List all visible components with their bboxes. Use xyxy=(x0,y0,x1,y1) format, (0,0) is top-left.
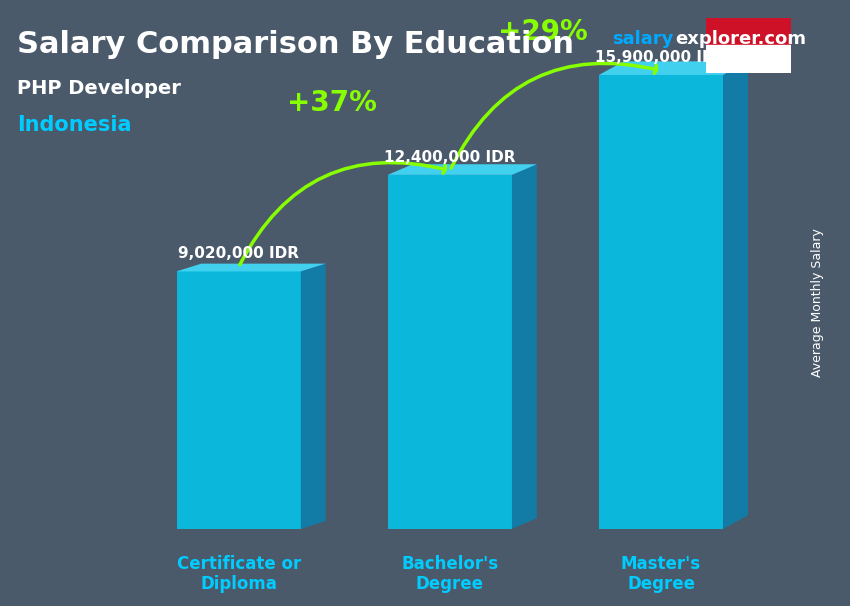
Text: 9,020,000 IDR: 9,020,000 IDR xyxy=(178,247,299,261)
Polygon shape xyxy=(177,264,326,271)
Polygon shape xyxy=(599,75,723,529)
Polygon shape xyxy=(301,264,326,529)
Text: PHP Developer: PHP Developer xyxy=(17,79,181,98)
Text: Salary Comparison By Education: Salary Comparison By Education xyxy=(17,30,574,59)
Text: +29%: +29% xyxy=(498,18,588,46)
Text: salary: salary xyxy=(612,30,673,48)
Polygon shape xyxy=(388,164,537,175)
Text: Certificate or
Diploma: Certificate or Diploma xyxy=(177,554,301,593)
Text: Average Monthly Salary: Average Monthly Salary xyxy=(812,228,824,378)
Bar xyxy=(706,45,791,73)
Text: Master's
Degree: Master's Degree xyxy=(621,554,701,593)
Polygon shape xyxy=(388,175,512,529)
Text: 15,900,000 IDR: 15,900,000 IDR xyxy=(595,50,727,65)
Text: Indonesia: Indonesia xyxy=(17,115,132,135)
Text: 12,400,000 IDR: 12,400,000 IDR xyxy=(384,150,516,165)
Bar xyxy=(706,18,791,45)
Polygon shape xyxy=(723,61,748,529)
Polygon shape xyxy=(599,61,748,75)
Polygon shape xyxy=(177,271,301,529)
Text: +37%: +37% xyxy=(287,90,377,118)
Text: explorer.com: explorer.com xyxy=(676,30,807,48)
Polygon shape xyxy=(512,164,537,529)
Text: Bachelor's
Degree: Bachelor's Degree xyxy=(401,554,498,593)
